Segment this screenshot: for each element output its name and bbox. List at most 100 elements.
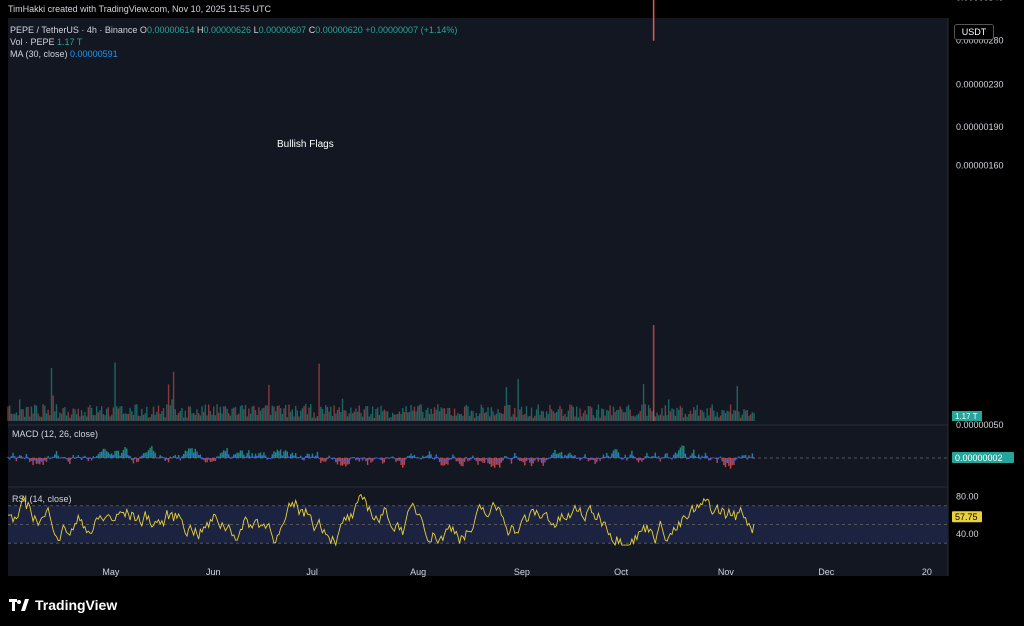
macd-bar [400,458,402,466]
volume-bar [99,410,101,421]
volume-bar [470,410,473,421]
volume-bar [691,413,693,421]
macd-bar [306,453,309,458]
volume-bar [152,406,155,421]
volume-bar [407,412,409,421]
macd-bar [678,450,680,458]
volume-bar [151,414,153,421]
tradingview-logo: TradingView [9,597,117,613]
volume-bar [427,407,429,421]
volume-bar [746,410,748,421]
macd-bar [320,458,322,463]
volume-bar [718,417,720,421]
volume-bar [84,412,86,421]
volume-bar [24,416,26,421]
time-axis-label: Nov [718,567,735,577]
volume-bar [443,408,446,421]
volume-bar [601,408,603,421]
volume-bar [671,408,673,421]
volume-bar [402,408,404,421]
macd-bar [114,450,116,458]
volume-bar [425,409,427,421]
symbol-name: PEPE / TetherUS · 4h · Binance [10,25,138,35]
volume-bar [681,407,683,421]
volume-bars [7,362,755,421]
volume-bar [420,404,422,421]
macd-label: MACD (12, 26, close) [12,429,98,439]
volume-bar [489,416,491,421]
volume-bar [79,416,81,421]
volume-bar [241,405,243,421]
volume-bar [699,409,702,421]
volume-bar [338,407,340,421]
volume-bar [301,408,304,421]
volume-bar [428,413,431,421]
volume-bar [591,407,593,421]
volume-bar [10,413,13,421]
volume-bar [696,405,698,421]
volume-bar [397,414,399,421]
volume-bar [117,408,120,421]
volume-bar [609,405,611,421]
volume-bar [72,408,74,421]
volume-bar [266,405,268,421]
volume-bar [366,406,369,421]
macd-bar [151,445,153,458]
volume-bar [356,411,359,421]
volume-bar [577,417,580,421]
currency-button[interactable]: USDT [954,24,994,40]
macd-bar [499,458,501,468]
macd-bar [402,458,404,468]
macd-bar [286,451,289,458]
macd-bar [259,452,262,458]
volume-bar [599,417,601,421]
volume-bar [104,415,106,421]
macd-bar [105,451,108,458]
volume-bar [75,414,78,421]
volume-bar [186,417,188,421]
volume-bar [289,411,292,421]
volume-bar [473,417,476,421]
volume-bar [25,407,28,421]
volume-bar [335,413,337,421]
volume-bar [202,411,205,421]
volume-bar [326,407,329,421]
volume-bar [495,413,498,421]
volume-bar [400,414,402,421]
volume-bar [711,404,713,421]
macd-bar [12,452,14,458]
volume-bar [719,415,722,421]
volume-bar [69,417,71,421]
volume-bar [572,407,575,421]
rsi-line [7,493,755,547]
macd-bar [144,452,146,458]
volume-bar [554,413,556,421]
macd-bar [395,458,397,463]
volume-bar [253,405,255,421]
price-axis-tick: 0.00000160 [956,161,1004,171]
volume-bar [435,409,437,421]
volume-bar [248,408,250,421]
volume-bar-spike [652,325,655,421]
volume-bar [94,415,96,421]
volume-bar [584,410,586,421]
volume-bar [50,367,53,421]
volume-bar [644,404,646,421]
volume-bar [694,410,697,421]
volume-bar [131,411,133,421]
volume-bar [228,413,230,421]
macd-bar [683,445,685,458]
volume-bar [276,405,278,421]
volume-bar [604,415,606,421]
macd-bar [348,458,350,465]
volume-bar [517,379,519,421]
volume-bar [370,413,372,421]
macd-bar [55,451,58,458]
macd-bar [524,458,526,466]
volume-bar [368,416,370,421]
volume-bar [703,411,705,421]
macd-bar [121,452,123,458]
macd-bar [116,450,118,458]
volume-bar [328,411,330,421]
